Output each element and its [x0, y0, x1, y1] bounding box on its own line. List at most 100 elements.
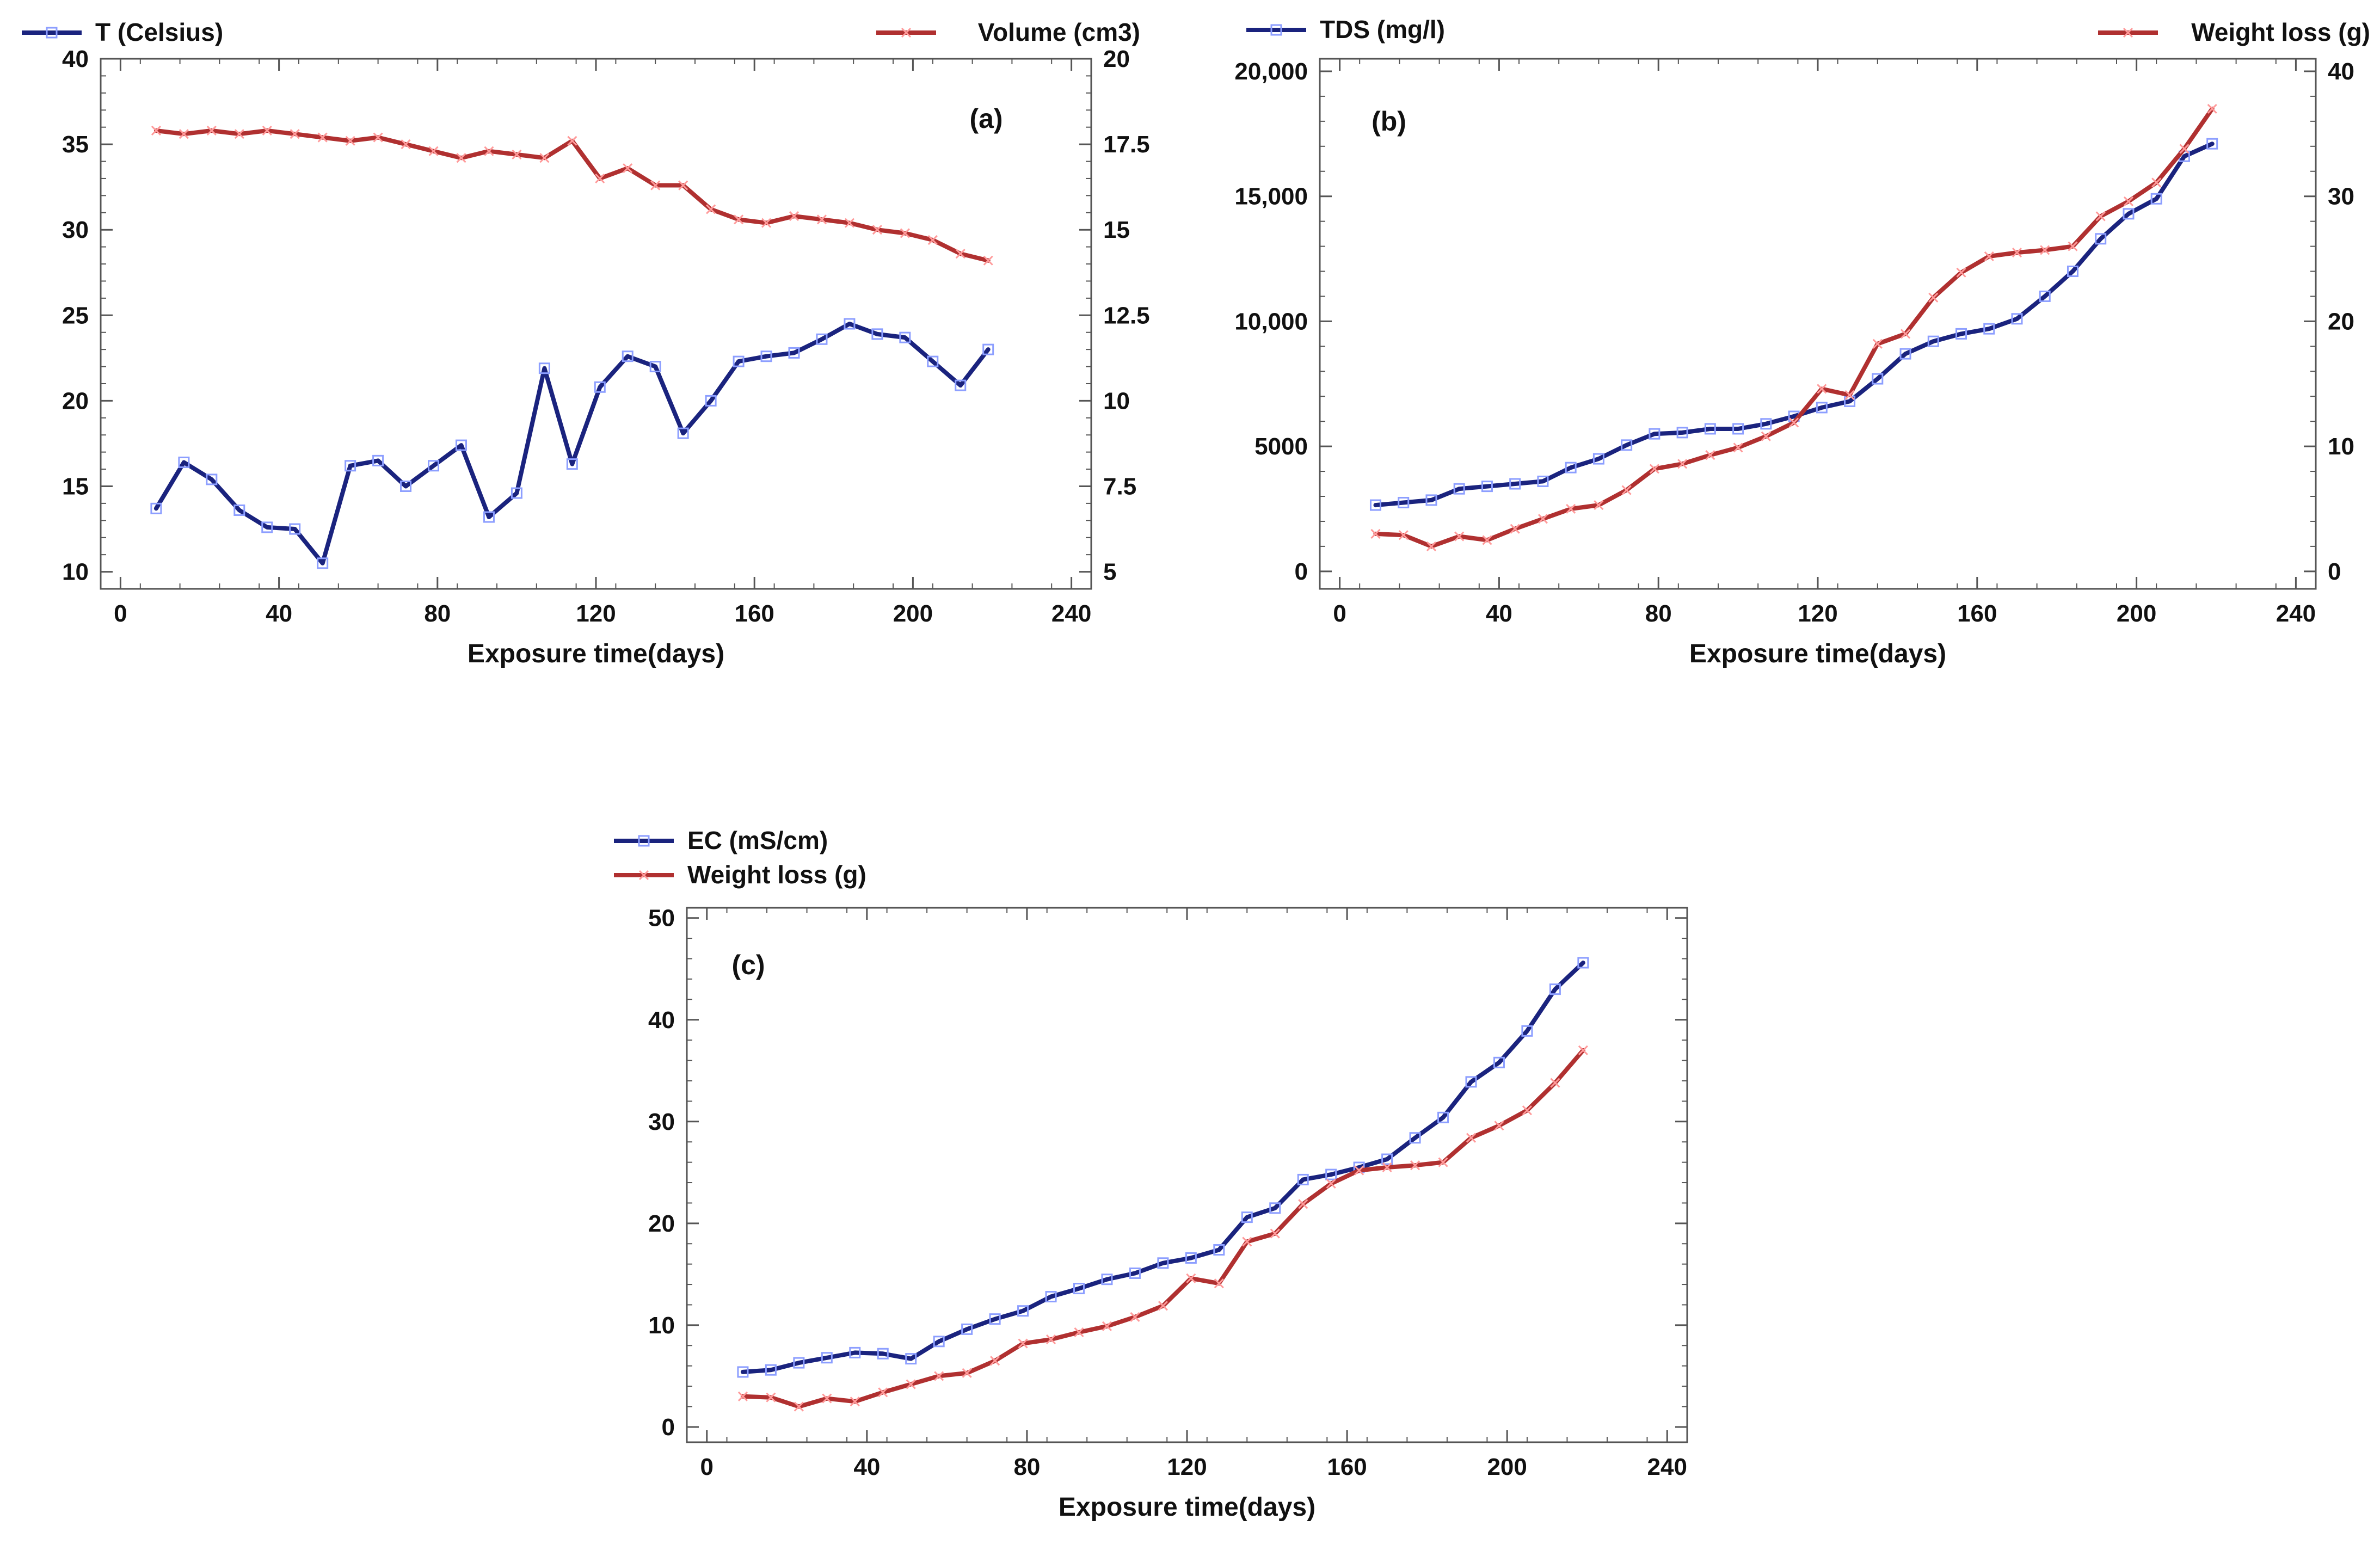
data-point-cross — [706, 204, 716, 214]
data-point-cross — [1186, 1273, 1196, 1283]
data-point-square — [816, 333, 828, 345]
data-point-square — [1592, 453, 1604, 465]
x-tick-label: 80 — [424, 600, 451, 627]
data-point-cross — [1438, 1157, 1448, 1167]
data-point-square — [2039, 290, 2051, 302]
data-point-cross — [1928, 292, 1939, 303]
data-point-cross — [927, 235, 938, 245]
data-point-cross — [623, 163, 633, 174]
data-point-cross — [1594, 500, 1604, 510]
y-left-tick-label: 5000 — [1254, 433, 1308, 460]
legend-label: Volume (cm3) — [978, 18, 1140, 46]
data-point-cross — [1382, 1162, 1392, 1173]
y-left-tick-label: 0 — [1295, 558, 1308, 585]
data-point-cross — [234, 129, 244, 139]
y-left-tick-label: 10,000 — [1234, 308, 1308, 335]
data-point-square — [2067, 266, 2078, 278]
data-point-cross — [1510, 524, 1520, 534]
y-right-tick-label: 40 — [2328, 58, 2354, 85]
data-point-square — [1927, 335, 1939, 347]
data-point-square — [372, 454, 384, 466]
y-left-tick-label: 40 — [62, 46, 89, 72]
data-point-cross — [962, 1368, 972, 1378]
y-right-tick-label: 10 — [1103, 387, 1130, 414]
x-axis-title: Exposure time(days) — [468, 639, 724, 668]
data-point-square — [289, 523, 301, 535]
data-point-square — [1521, 1025, 1533, 1037]
data-point-square — [737, 1366, 749, 1378]
legend-entry: Volume (cm3) — [876, 18, 1140, 46]
legend-marker — [638, 870, 649, 881]
data-point-square — [1297, 1173, 1309, 1185]
data-point-square — [1325, 1168, 1337, 1180]
y-left-tick-label: 40 — [648, 1007, 675, 1034]
data-point-cross — [1578, 1045, 1588, 1055]
data-point-cross — [290, 129, 300, 139]
y-right-tick-label: 17.5 — [1103, 131, 1150, 158]
data-point-square — [821, 1352, 833, 1364]
x-tick-label: 120 — [576, 600, 616, 627]
data-point-cross — [794, 1401, 804, 1412]
data-point-square — [1493, 1056, 1505, 1068]
y-right-tick-label: 12.5 — [1103, 302, 1150, 329]
data-point-square — [317, 557, 329, 569]
y-left-tick-label: 50 — [648, 905, 675, 932]
legend-label: TDS (mg/l) — [1320, 15, 1445, 44]
y-right-tick-label: 30 — [2328, 183, 2354, 210]
panel-label: (c) — [731, 950, 765, 980]
data-point-square — [2011, 313, 2023, 325]
data-point-square — [788, 347, 800, 359]
data-point-cross — [2151, 177, 2162, 188]
data-point-cross — [1410, 1160, 1420, 1171]
x-tick-label: 200 — [2117, 600, 2156, 627]
data-point-cross — [1426, 541, 1437, 551]
data-point-cross — [1482, 535, 1492, 545]
data-point-square — [1481, 481, 1493, 493]
data-point-square — [511, 487, 522, 499]
data-point-cross — [206, 125, 217, 136]
y-left-tick-label: 15 — [62, 473, 89, 500]
data-point-cross — [1454, 531, 1465, 542]
data-point-square — [989, 1313, 1001, 1325]
data-point-square — [428, 460, 440, 472]
y-left-tick-label: 25 — [62, 302, 89, 329]
y-left-tick-label: 10 — [648, 1312, 675, 1339]
data-point-square — [1816, 402, 1828, 414]
data-point-cross — [151, 125, 161, 136]
data-point-square — [1872, 373, 1884, 385]
data-point-cross — [934, 1371, 944, 1381]
data-point-square — [899, 331, 911, 343]
data-point-square — [849, 1346, 861, 1358]
x-tick-label: 240 — [1647, 1454, 1687, 1480]
data-point-cross — [2012, 248, 2022, 258]
data-point-square — [594, 381, 606, 393]
data-point-cross — [734, 214, 744, 225]
data-point-cross — [1789, 417, 1799, 428]
legend-marker — [2123, 27, 2133, 38]
series-line-blue — [153, 322, 991, 565]
data-point-square — [1398, 496, 1410, 508]
data-point-cross — [983, 255, 993, 266]
x-tick-label: 160 — [1327, 1454, 1367, 1480]
data-point-cross — [1733, 442, 1743, 453]
data-point-square — [649, 361, 661, 373]
data-point-square — [400, 480, 412, 492]
data-point-square — [345, 460, 356, 472]
legend-entry: TDS (mg/l) — [1246, 15, 1445, 44]
data-point-cross — [1370, 528, 1381, 539]
data-point-square — [1621, 439, 1633, 451]
panel-c-chart: 0 40 80 120 160 200 240 Exposure time(days) 0 10 2… — [614, 826, 1688, 1522]
series-line-blue — [740, 961, 1585, 1374]
data-point-square — [927, 355, 939, 367]
data-point-cross — [850, 1397, 860, 1407]
data-point-square — [178, 456, 190, 468]
legend-marker — [1270, 24, 1282, 36]
data-point-square — [1955, 328, 1967, 340]
data-point-square — [455, 439, 467, 451]
data-point-cross — [2095, 211, 2106, 222]
data-point-square — [150, 502, 162, 514]
data-point-square — [933, 1336, 945, 1348]
data-point-square — [1577, 957, 1589, 969]
